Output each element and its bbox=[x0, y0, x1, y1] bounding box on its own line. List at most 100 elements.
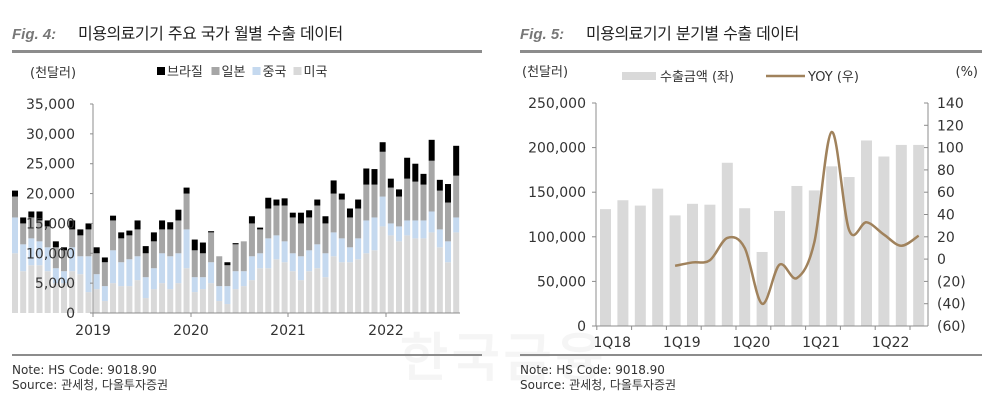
bar bbox=[756, 251, 768, 326]
bar-segment bbox=[199, 289, 206, 313]
bar-segment bbox=[101, 301, 108, 313]
bar-segment bbox=[371, 169, 378, 185]
bar-segment bbox=[240, 241, 247, 272]
bar-segment bbox=[379, 142, 386, 152]
bar-segment bbox=[330, 232, 337, 257]
bar-segment bbox=[12, 190, 18, 197]
bar-segment bbox=[330, 180, 337, 194]
bar-segment bbox=[314, 199, 321, 206]
bar bbox=[791, 185, 803, 326]
bar-segment bbox=[289, 253, 296, 272]
x-tick-label: 1Q22 bbox=[872, 335, 910, 351]
x-tick-label: 1Q19 bbox=[663, 335, 701, 351]
bar-segment bbox=[420, 184, 427, 221]
bar-segment bbox=[126, 286, 133, 313]
bar bbox=[774, 210, 785, 326]
bar-segment bbox=[150, 268, 157, 290]
figure-4-panel: Fig. 4: 미용의료기기 주요 국가 월별 수출 데이터 (천달러) 브라질 일… bbox=[0, 0, 500, 409]
figure-5-note-text: Note: HS Code: 9018.90 bbox=[520, 363, 665, 377]
bar-segment bbox=[85, 229, 92, 257]
bar bbox=[652, 188, 664, 326]
bar-segment bbox=[289, 212, 296, 218]
bar-segment bbox=[216, 286, 223, 302]
figure-5-top-rule bbox=[520, 50, 982, 53]
y2-tick-label: (20) bbox=[937, 274, 966, 290]
y-tick-label: 0 bbox=[577, 319, 586, 335]
bar-segment bbox=[167, 256, 174, 290]
bar-segment bbox=[52, 268, 59, 284]
bar-segment bbox=[395, 241, 402, 313]
bar-segment bbox=[265, 238, 272, 269]
bar-segment bbox=[36, 220, 43, 242]
legend-swatch bbox=[157, 67, 165, 75]
figure-4-source-text: Source: 관세청, 다올투자증권 bbox=[12, 378, 169, 392]
bar-segment bbox=[36, 265, 43, 313]
y-tick-label: 200,000 bbox=[528, 141, 586, 157]
bar-segment bbox=[322, 216, 329, 224]
bar-segment bbox=[28, 211, 35, 218]
bar-segment bbox=[77, 235, 84, 257]
bar-segment bbox=[61, 283, 68, 313]
bar-segment bbox=[273, 235, 280, 260]
bar-segment bbox=[281, 205, 288, 242]
bar-segment bbox=[20, 244, 27, 272]
bar-segment bbox=[183, 268, 190, 313]
figure-5-header: Fig. 5: 미용의료기기 분기별 수출 데이터 bbox=[520, 20, 799, 50]
bar-segment bbox=[28, 217, 35, 239]
bar-segment bbox=[134, 220, 141, 230]
bar-segment bbox=[322, 223, 329, 254]
figure-5-note: Note: HS Code: 9018.90 Source: 관세청, 다올투자… bbox=[520, 363, 676, 393]
bar bbox=[669, 215, 681, 326]
bar-segment bbox=[224, 304, 231, 313]
bar-segment bbox=[208, 232, 215, 263]
monthly-export-chart: (천달러) 브라질 일본 중국 미국 0 5,000 10,000 15,000 20,000 25… bbox=[12, 65, 460, 339]
bar-segment bbox=[159, 229, 166, 254]
bar-segment bbox=[338, 193, 345, 200]
bar-segment bbox=[175, 283, 182, 313]
bar-segment bbox=[330, 256, 337, 313]
bar-segment bbox=[346, 247, 353, 263]
bar bbox=[721, 162, 733, 326]
bar-segment bbox=[257, 227, 264, 230]
bar-segment bbox=[224, 265, 231, 287]
bar-segment bbox=[110, 250, 117, 284]
bar-segment bbox=[36, 211, 43, 221]
bar-segment bbox=[85, 256, 92, 293]
y2-tick-label: 100 bbox=[937, 141, 964, 157]
bar-segment bbox=[118, 262, 125, 287]
bar-segment bbox=[453, 217, 460, 233]
bar-segment bbox=[118, 232, 125, 239]
legend-label: 일본 bbox=[222, 65, 246, 80]
bar-segment bbox=[297, 223, 304, 257]
bar-segment bbox=[36, 241, 43, 266]
legend-swatch bbox=[252, 67, 261, 75]
bar-segment bbox=[445, 202, 452, 242]
bar-segment bbox=[355, 259, 362, 313]
bar-segment bbox=[436, 247, 443, 313]
bar-segment bbox=[12, 253, 18, 313]
bar-segment bbox=[77, 274, 84, 313]
x-tick-label: 2021 bbox=[270, 323, 306, 339]
bar-segment bbox=[224, 262, 231, 266]
bar-segment bbox=[273, 259, 280, 313]
bar-segment bbox=[69, 229, 76, 248]
legend-label: YOY (우) bbox=[807, 70, 859, 85]
bar-segment bbox=[314, 268, 321, 313]
bar-segment bbox=[52, 283, 59, 313]
bar-segment bbox=[142, 298, 149, 313]
bar-segment bbox=[142, 253, 149, 278]
bar-segment bbox=[387, 223, 394, 236]
figure-5-title: 미용의료기기 분기별 수출 데이터 bbox=[586, 24, 799, 43]
bar-segment bbox=[52, 247, 59, 269]
bar-segment bbox=[150, 241, 157, 269]
bar-segment bbox=[273, 205, 280, 236]
legend-swatch bbox=[293, 67, 302, 75]
y2-tick-label: 80 bbox=[937, 163, 955, 179]
bar-segment bbox=[281, 198, 288, 206]
bar-segment bbox=[167, 289, 174, 313]
legend: (천달러) 브라질 일본 중국 미국 bbox=[30, 65, 327, 81]
bar-segment bbox=[322, 277, 329, 313]
bar bbox=[808, 190, 820, 326]
bar-segment bbox=[346, 208, 353, 218]
y-tick-label: 250,000 bbox=[528, 96, 586, 112]
